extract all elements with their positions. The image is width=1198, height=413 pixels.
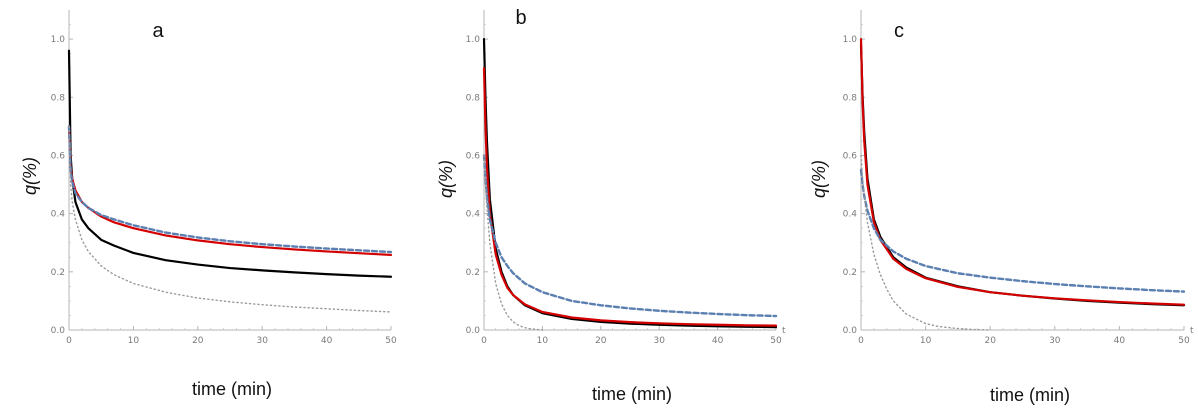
x-tick-label: 10 [128,336,140,346]
x-tick-label: 20 [984,336,996,346]
y-tick-label: 0.6 [466,151,481,161]
x-tick-label: 50 [770,336,782,346]
y-tick-label: 0.6 [843,151,858,161]
x-tick-label: 0 [66,336,72,346]
series-line-dotted-3 [483,154,544,331]
x-tick-label: 40 [712,336,724,346]
x-tick-label: 20 [192,336,204,346]
y-tick-label: 0.2 [51,268,65,278]
y-axis-title: q(%) [809,160,829,198]
series-line-dotted-3 [860,154,991,331]
x-tick-label: 30 [653,336,665,346]
panel-label: c [894,20,904,42]
y-tick-label: 0.8 [466,93,481,103]
x-tick-label: 10 [920,336,932,346]
x-tick-label: 50 [1178,336,1190,346]
y-tick-label: 0.8 [51,93,66,103]
chart-panel-b: 0 10 20 30 40 50 0.0 0.2 0.4 0.6 0.8 1.0 t b time (min… [436,7,786,404]
series-line-dashed-2 [482,154,778,318]
panel-label: b [515,7,526,29]
x-tick-label: 0 [481,336,487,346]
x-axis-end-label: t [1190,326,1194,336]
x-tick-label: 0 [858,336,864,346]
x-tick-label: 50 [385,336,397,346]
y-tick-label: 1.0 [466,35,481,45]
y-tick-label: 1.0 [51,35,66,45]
x-axis-title: time (min) [990,385,1070,405]
x-tick-label: 40 [1114,336,1126,346]
series-line-dashed-2 [67,125,393,254]
y-tick-label: 0.4 [466,210,481,220]
y-tick-label: 0.0 [51,326,66,336]
series-line-dotted-3 [68,125,392,313]
y-tick-label: 0.6 [51,151,66,161]
x-tick-label: 10 [537,336,549,346]
y-axis-title: q(%) [436,160,456,198]
series-line-solid-0 [482,37,778,329]
x-tick-label: 30 [1049,336,1061,346]
y-tick-label: 1.0 [843,35,858,45]
y-tick-label: 0.0 [466,326,481,336]
x-axis-end-label: t [782,326,786,336]
y-tick-label: 0.2 [466,268,480,278]
y-tick-label: 0.4 [51,210,66,220]
x-axis-title: time (min) [592,384,672,404]
x-tick-label: 40 [321,336,333,346]
series-line-solid-1 [859,37,1186,306]
x-tick-label: 30 [256,336,268,346]
series-line-solid-1 [67,125,393,257]
y-tick-label: 0.2 [843,268,857,278]
y-tick-label: 0.4 [843,210,858,220]
chart-panel-a: 0 10 20 30 40 50 0.0 0.2 0.4 0.6 0.8 1.0 a time (min)… [20,10,397,399]
x-axis-title: time (min) [192,379,272,399]
x-tick-label: 20 [595,336,607,346]
chart-panel-c: 0 10 20 30 40 50 0.0 0.2 0.4 0.6 0.8 1.0 t c time (min… [809,10,1194,405]
series-line-solid-0 [859,43,1186,307]
series-line-solid-1 [482,67,778,327]
series-line-dashed-2 [859,168,1186,293]
y-tick-label: 0.0 [843,326,858,336]
y-tick-label: 0.8 [843,93,858,103]
panel-label: a [152,20,164,42]
series-line-solid-0 [67,49,393,278]
y-axis-title: q(%) [20,157,40,195]
